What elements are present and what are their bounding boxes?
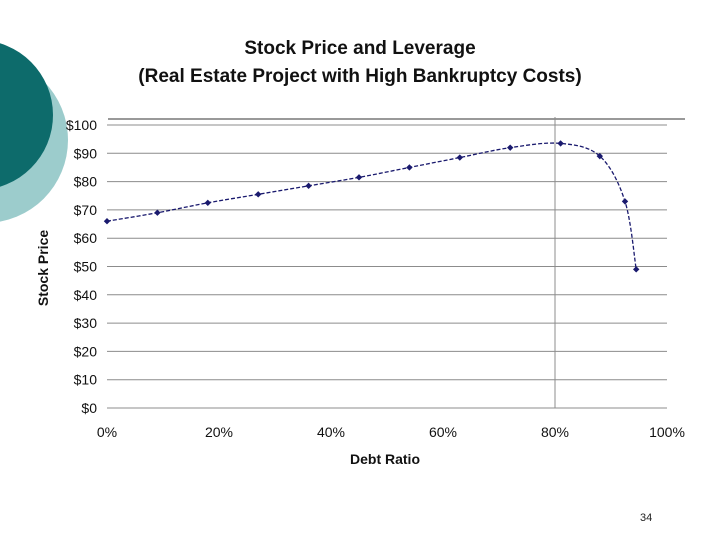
data-point-7	[456, 154, 463, 161]
data-point-2	[204, 199, 211, 207]
y-tick-label: $80	[74, 174, 98, 190]
data-point-8	[507, 144, 514, 151]
decor-circle-dark	[0, 43, 53, 187]
data-point-11	[621, 198, 629, 205]
y-tick-label: $40	[74, 287, 98, 303]
data-point-3	[255, 191, 262, 198]
data-point-4	[305, 182, 312, 190]
x-tick-label: 100%	[649, 424, 685, 440]
y-tick-label: $70	[74, 202, 98, 218]
data-point-10	[596, 152, 603, 160]
y-tick-label: $50	[74, 259, 98, 275]
data-point-1	[154, 209, 161, 216]
x-tick-label: 80%	[541, 424, 569, 440]
y-tick-label: $100	[66, 117, 97, 133]
data-point-5	[355, 174, 363, 181]
x-tick-labels: 0% 20% 40% 60% 80% 100%	[97, 424, 685, 440]
x-axis-label: Debt Ratio	[350, 451, 420, 467]
y-axis-label: Stock Price	[35, 230, 51, 306]
x-tick-label: 0%	[97, 424, 117, 440]
y-tick-label: $90	[74, 145, 98, 161]
data-point-12	[633, 266, 640, 273]
y-tick-label: $30	[74, 315, 98, 331]
data-point-0	[103, 218, 111, 225]
series-stock-price	[103, 140, 640, 273]
data-point-6	[406, 164, 413, 171]
series-line	[106, 142, 637, 270]
y-tick-labels: $0 $10 $20 $30 $40 $50 $60 $70 $80 $90 $100	[66, 117, 97, 416]
page-number: 34	[640, 512, 653, 524]
x-tick-label: 40%	[317, 424, 345, 440]
data-point-9	[557, 140, 564, 147]
chart-title: Stock Price and Leverage	[244, 38, 476, 59]
y-tick-label: $20	[74, 343, 98, 359]
chart-subtitle: (Real Estate Project with High Bankruptc…	[138, 66, 582, 87]
y-tick-label: $60	[74, 230, 98, 246]
x-tick-label: 20%	[205, 424, 233, 440]
y-tick-label: $10	[74, 372, 98, 388]
x-tick-label: 60%	[429, 424, 457, 440]
grid-lines	[107, 117, 667, 409]
y-tick-label: $0	[81, 400, 97, 416]
